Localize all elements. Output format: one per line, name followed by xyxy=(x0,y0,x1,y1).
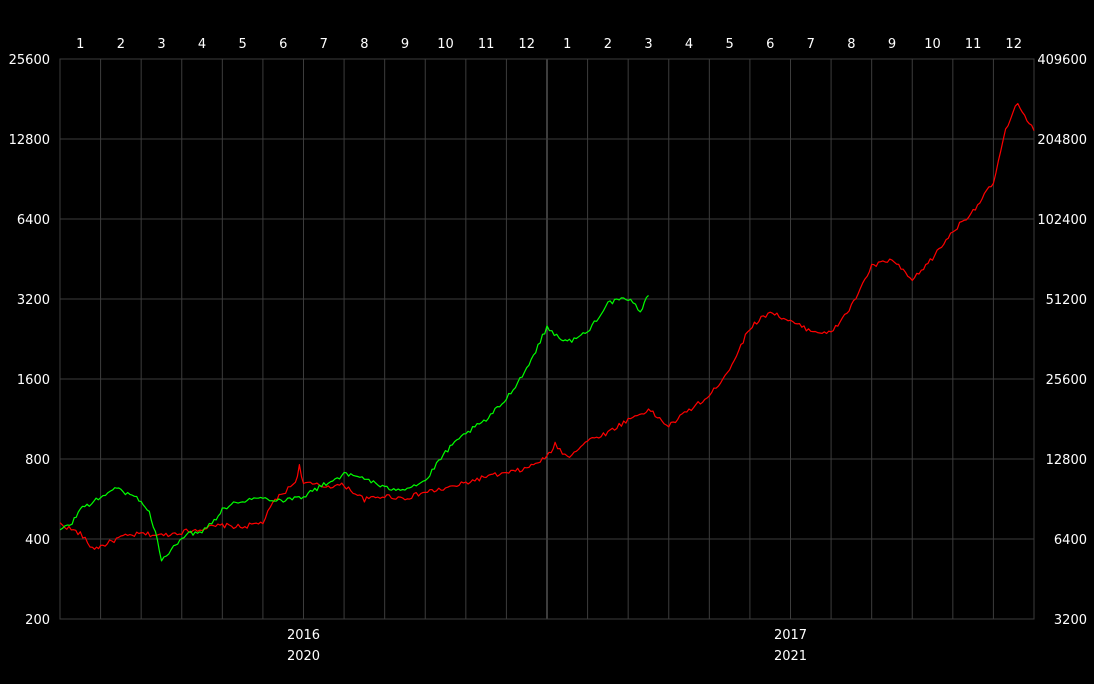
month-tick-label: 3 xyxy=(644,37,652,52)
month-tick-label: 9 xyxy=(401,37,409,52)
left-axis-tick-label: 400 xyxy=(25,533,50,548)
right-axis-tick-label: 409600 xyxy=(1037,53,1087,68)
month-tick-label: 5 xyxy=(725,37,733,52)
month-tick-label: 8 xyxy=(360,37,368,52)
month-tick-label: 8 xyxy=(847,37,855,52)
left-axis-tick-label: 800 xyxy=(25,453,50,468)
month-tick-label: 2 xyxy=(604,37,612,52)
left-axis-tick-label: 6400 xyxy=(17,213,50,228)
plot-area-border xyxy=(59,58,1035,620)
right-axis-tick-label: 204800 xyxy=(1037,133,1087,148)
month-tick-label: 3 xyxy=(157,37,165,52)
left-axis-tick-label: 3200 xyxy=(17,293,50,308)
month-tick-label: 4 xyxy=(685,37,693,52)
month-tick-label: 7 xyxy=(807,37,815,52)
right-axis-tick-label: 51200 xyxy=(1046,293,1087,308)
year-label-top-row: 2016 xyxy=(287,628,320,643)
series-lines xyxy=(59,102,1035,562)
month-tick-label: 9 xyxy=(888,37,896,52)
month-tick-label: 11 xyxy=(478,37,495,52)
month-tick-label: 7 xyxy=(320,37,328,52)
right-axis-tick-label: 102400 xyxy=(1037,213,1087,228)
month-tick-label: 10 xyxy=(437,37,454,52)
grid-lines xyxy=(59,58,1035,620)
red-series-line-right-axis xyxy=(59,102,1035,550)
year-label-bottom-row: 2021 xyxy=(774,649,807,664)
left-axis-tick-label: 25600 xyxy=(9,53,50,68)
year-label-top-row: 2017 xyxy=(774,628,807,643)
right-axis-tick-label: 6400 xyxy=(1054,533,1087,548)
month-tick-label: 12 xyxy=(1005,37,1022,52)
month-tick-label: 1 xyxy=(563,37,571,52)
right-axis-tick-label: 12800 xyxy=(1046,453,1087,468)
month-tick-label: 12 xyxy=(518,37,535,52)
green-series-line-left-axis xyxy=(59,294,649,562)
month-tick-label: 11 xyxy=(965,37,982,52)
month-tick-label: 6 xyxy=(279,37,287,52)
month-tick-label: 1 xyxy=(76,37,84,52)
month-tick-label: 6 xyxy=(766,37,774,52)
month-tick-label: 4 xyxy=(198,37,206,52)
left-axis-tick-label: 12800 xyxy=(9,133,50,148)
month-tick-label: 10 xyxy=(924,37,941,52)
year-label-bottom-row: 2020 xyxy=(287,649,320,664)
month-tick-label: 2 xyxy=(117,37,125,52)
right-axis-tick-label: 25600 xyxy=(1046,373,1087,388)
left-axis-tick-label: 1600 xyxy=(17,373,50,388)
right-axis-tick-label: 3200 xyxy=(1054,613,1087,628)
left-axis-tick-label: 200 xyxy=(25,613,50,628)
month-tick-label: 5 xyxy=(238,37,246,52)
